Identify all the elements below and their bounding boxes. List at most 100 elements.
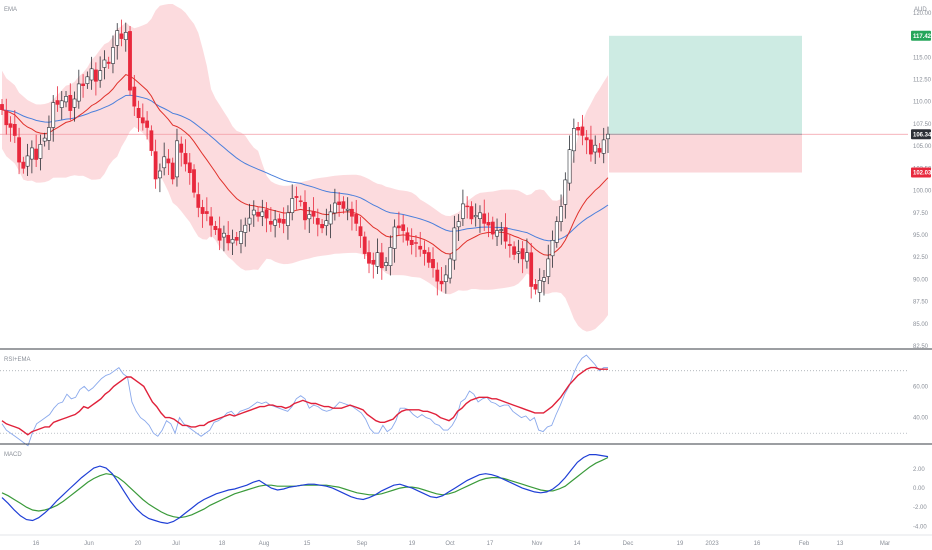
candle[interactable] — [559, 206, 564, 222]
candle[interactable] — [405, 232, 410, 241]
candle[interactable] — [392, 226, 397, 249]
candle[interactable] — [524, 252, 529, 262]
candle[interactable] — [520, 248, 525, 260]
candle[interactable] — [414, 242, 418, 244]
candle[interactable] — [260, 211, 265, 217]
candle[interactable] — [298, 200, 303, 202]
candle[interactable] — [8, 123, 13, 128]
candle[interactable] — [166, 158, 171, 164]
candle[interactable] — [29, 147, 34, 160]
candle[interactable] — [328, 211, 333, 225]
candle[interactable] — [226, 235, 231, 244]
candle[interactable] — [179, 143, 184, 153]
candle[interactable] — [72, 98, 77, 108]
candle[interactable] — [34, 148, 39, 160]
candle[interactable] — [588, 139, 593, 155]
candle[interactable] — [51, 102, 56, 128]
candle[interactable] — [21, 161, 26, 169]
candle[interactable] — [222, 232, 226, 238]
candle[interactable] — [337, 201, 342, 205]
candle[interactable] — [422, 249, 427, 254]
candle[interactable] — [349, 208, 354, 217]
candle[interactable] — [465, 205, 470, 208]
candle[interactable] — [396, 225, 401, 229]
candle[interactable] — [17, 137, 22, 163]
candle[interactable] — [341, 201, 346, 209]
candle[interactable] — [507, 244, 512, 246]
candle[interactable] — [204, 211, 209, 214]
candle[interactable] — [533, 284, 538, 290]
candle[interactable] — [81, 83, 86, 87]
stop-loss-zone[interactable] — [609, 134, 802, 173]
candle[interactable] — [175, 140, 179, 178]
candle[interactable] — [149, 130, 154, 151]
candle[interactable] — [89, 68, 94, 81]
candle[interactable] — [303, 202, 307, 221]
candle[interactable] — [482, 213, 487, 224]
candle[interactable] — [529, 252, 534, 287]
candle[interactable] — [606, 133, 610, 140]
candle[interactable] — [388, 247, 393, 266]
candle[interactable] — [264, 209, 269, 219]
candle[interactable] — [25, 155, 30, 167]
candle[interactable] — [456, 221, 461, 228]
candle[interactable] — [345, 208, 350, 211]
candle[interactable] — [571, 128, 576, 152]
candle[interactable] — [452, 227, 457, 261]
candle[interactable] — [401, 224, 406, 231]
candle[interactable] — [499, 229, 504, 231]
candle[interactable] — [542, 277, 546, 282]
candle[interactable] — [601, 139, 606, 154]
candle[interactable] — [132, 86, 137, 107]
candle[interactable] — [268, 221, 273, 225]
candle[interactable] — [183, 153, 188, 165]
candle[interactable] — [379, 252, 384, 269]
candle[interactable] — [230, 239, 235, 244]
candle[interactable] — [12, 124, 17, 136]
candle[interactable] — [239, 231, 243, 244]
candle[interactable] — [162, 156, 167, 169]
candle[interactable] — [512, 246, 517, 255]
candle[interactable] — [290, 198, 295, 213]
candle[interactable] — [332, 202, 337, 214]
candle[interactable] — [187, 162, 192, 174]
candle[interactable] — [247, 217, 252, 225]
candle[interactable] — [362, 236, 367, 254]
candle[interactable] — [140, 117, 145, 124]
candle[interactable] — [384, 262, 389, 267]
candle[interactable] — [307, 214, 312, 220]
candle[interactable] — [503, 227, 508, 242]
candle[interactable] — [170, 162, 175, 180]
candle[interactable] — [311, 211, 316, 217]
candle[interactable] — [418, 245, 423, 250]
candle[interactable] — [256, 211, 261, 217]
candle[interactable] — [153, 151, 158, 180]
candle[interactable] — [285, 212, 290, 226]
candle[interactable] — [580, 126, 585, 136]
candle[interactable] — [460, 203, 465, 219]
candle[interactable] — [111, 47, 115, 64]
candle[interactable] — [68, 95, 73, 111]
candle[interactable] — [85, 76, 90, 84]
macd-pane[interactable] — [1, 454, 609, 525]
rsi-pane[interactable] — [0, 354, 908, 447]
candle[interactable] — [76, 83, 81, 102]
candle[interactable] — [354, 213, 359, 224]
candle[interactable] — [550, 240, 555, 257]
candle[interactable] — [192, 169, 196, 193]
candle[interactable] — [217, 228, 222, 241]
candle[interactable] — [448, 258, 453, 279]
candle[interactable] — [102, 59, 107, 68]
candle[interactable] — [277, 218, 282, 223]
candle[interactable] — [320, 224, 325, 229]
take-profit-zone[interactable] — [609, 35, 802, 135]
candle[interactable] — [4, 110, 9, 126]
candle[interactable] — [55, 100, 60, 105]
candle[interactable] — [209, 216, 214, 226]
candle[interactable] — [576, 127, 581, 131]
candle[interactable] — [123, 32, 128, 41]
candle[interactable] — [0, 104, 4, 111]
candle[interactable] — [473, 215, 478, 218]
candle[interactable] — [409, 240, 414, 246]
